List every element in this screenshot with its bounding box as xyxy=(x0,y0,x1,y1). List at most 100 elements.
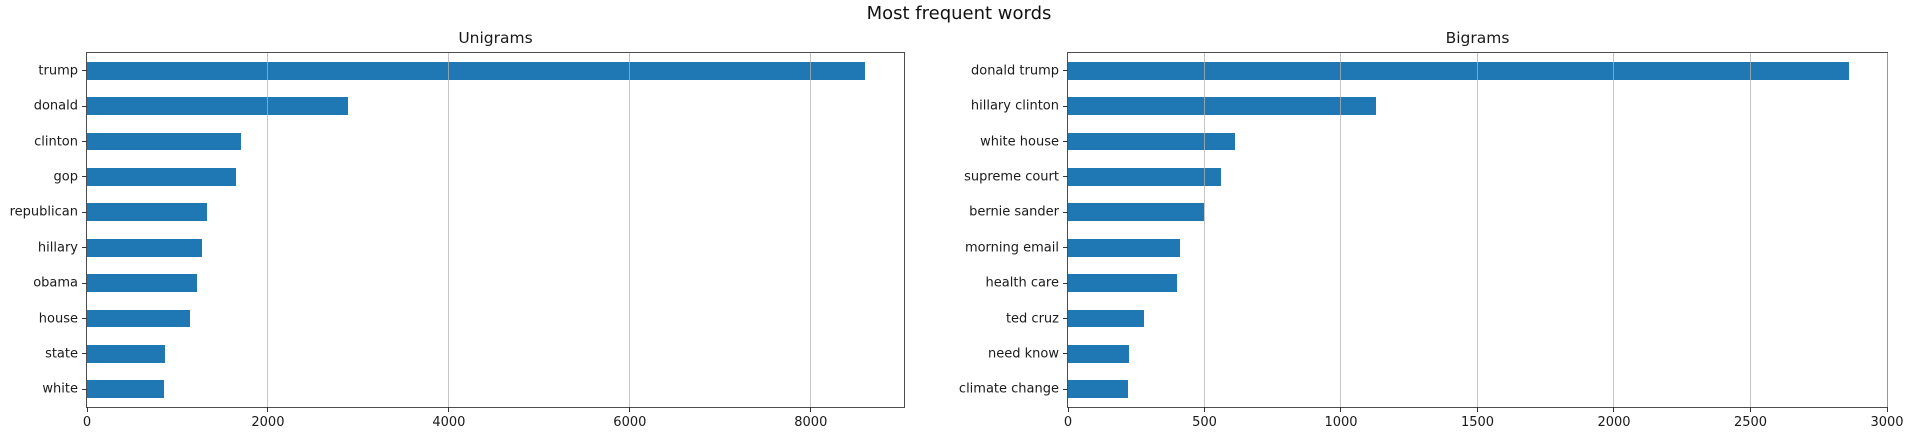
x-gridline xyxy=(1886,53,1888,407)
x-tick-label: 8000 xyxy=(794,415,828,430)
y-tick-label: ted cruz xyxy=(1005,311,1059,326)
x-axis-tick xyxy=(1613,407,1615,412)
y-axis-tick xyxy=(1063,353,1068,355)
y-axis-tick xyxy=(82,70,87,72)
y-tick-label: climate change xyxy=(958,381,1059,397)
x-tick-label: 2000 xyxy=(251,415,285,430)
y-tick-label: obama xyxy=(33,275,78,291)
x-tick-label: 2500 xyxy=(1733,415,1768,430)
y-axis-tick xyxy=(82,318,87,319)
x-axis-tick xyxy=(1340,407,1342,412)
y-axis-tick xyxy=(82,176,87,178)
x-tick-label: 6000 xyxy=(613,415,647,430)
x-axis-tick xyxy=(629,407,631,412)
bar-donald-trump xyxy=(1068,61,1849,80)
x-axis-tick xyxy=(810,407,812,412)
unigrams-chart-title: Unigrams xyxy=(458,29,533,47)
x-axis-tick xyxy=(1203,407,1205,412)
x-gridline xyxy=(448,53,450,407)
bar-health-care xyxy=(1068,274,1178,292)
bar-hillary-clinton xyxy=(1068,97,1377,115)
bar-state xyxy=(87,345,165,363)
bar-white xyxy=(87,380,164,399)
y-axis-tick xyxy=(1063,211,1068,213)
x-gridline xyxy=(1750,53,1751,407)
x-axis-tick xyxy=(86,407,88,412)
x-gridline xyxy=(1340,53,1342,407)
x-axis-tick xyxy=(1886,407,1888,412)
y-tick-label: morning email xyxy=(964,240,1059,256)
x-axis-tick xyxy=(448,407,450,412)
bar-gop xyxy=(87,168,237,186)
bar-trump xyxy=(87,61,866,80)
bar-morning-email xyxy=(1068,238,1180,257)
y-tick-label: need know xyxy=(988,346,1059,362)
y-tick-label: supreme court xyxy=(964,169,1059,185)
x-tick-label: 0 xyxy=(82,415,92,430)
y-axis-tick xyxy=(82,353,87,355)
y-tick-label: donald xyxy=(33,98,78,114)
bar-obama xyxy=(87,274,198,292)
x-tick-label: 1500 xyxy=(1460,415,1495,430)
bar-house xyxy=(87,309,191,328)
x-gridline xyxy=(629,53,631,407)
y-tick-label: bernie sander xyxy=(969,204,1059,220)
y-tick-label: white xyxy=(42,381,78,397)
bar-clinton xyxy=(87,132,241,151)
bar-white-house xyxy=(1068,132,1235,151)
x-gridline xyxy=(1613,53,1615,407)
y-axis-tick xyxy=(1063,388,1068,390)
y-axis-tick xyxy=(82,282,87,284)
bar-climate-change xyxy=(1068,380,1129,399)
y-axis-tick xyxy=(1063,70,1068,72)
figure-title: Most frequent words xyxy=(866,3,1052,24)
bigrams-chart: Bigrams donald trump hillary clinton white… xyxy=(959,29,1904,430)
bar-bernie-sander xyxy=(1068,203,1205,222)
bar-donald xyxy=(87,97,348,115)
x-tick-label: 1000 xyxy=(1324,415,1358,430)
bar-supreme-court xyxy=(1068,168,1221,186)
unigrams-chart: Unigrams trump donald clinton gop republican… xyxy=(10,29,905,430)
x-tick-label: 0 xyxy=(1063,415,1073,430)
y-axis-tick xyxy=(1063,141,1068,142)
x-tick-label: 4000 xyxy=(432,415,466,430)
y-tick-label: hillary xyxy=(37,240,78,256)
x-gridline xyxy=(267,53,269,407)
y-tick-label: white house xyxy=(980,134,1059,149)
x-axis-tick xyxy=(1067,407,1069,412)
y-tick-label: hillary clinton xyxy=(970,98,1059,114)
y-tick-label: state xyxy=(45,346,78,362)
x-gridline xyxy=(810,53,812,407)
x-tick-label: 3000 xyxy=(1870,415,1904,430)
x-axis-tick xyxy=(1477,407,1478,412)
x-axis-tick xyxy=(267,407,269,412)
y-axis-tick xyxy=(82,141,87,142)
y-axis-tick xyxy=(82,247,87,249)
y-tick-label: gop xyxy=(53,169,78,185)
x-gridline xyxy=(1203,53,1205,407)
bar-hillary xyxy=(87,238,202,257)
y-axis-tick xyxy=(82,388,87,390)
y-axis-tick xyxy=(1063,176,1068,178)
x-tick-label: 500 xyxy=(1192,415,1217,430)
x-gridline xyxy=(1477,53,1478,407)
y-axis-tick xyxy=(1063,318,1068,319)
x-axis-tick xyxy=(1750,407,1751,412)
bar-ted-cruz xyxy=(1068,309,1145,328)
y-axis-tick xyxy=(82,211,87,213)
y-axis-tick xyxy=(1063,247,1068,249)
y-tick-label: donald trump xyxy=(970,63,1059,79)
y-tick-label: trump xyxy=(38,63,78,79)
y-axis-tick xyxy=(1063,105,1068,107)
bar-need-know xyxy=(1068,345,1130,363)
y-axis-tick xyxy=(1063,282,1068,284)
bigrams-chart-title: Bigrams xyxy=(1445,29,1510,47)
y-tick-label: republican xyxy=(9,204,78,220)
y-axis-tick xyxy=(82,105,87,107)
y-tick-label: clinton xyxy=(34,134,78,149)
x-tick-label: 2000 xyxy=(1597,415,1631,430)
y-tick-label: health care xyxy=(985,275,1059,291)
bar-republican xyxy=(87,203,208,222)
y-tick-label: house xyxy=(38,311,78,326)
